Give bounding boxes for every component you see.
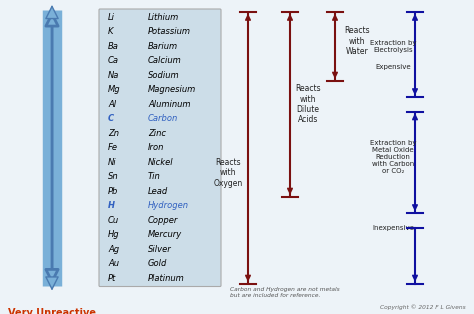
Text: Ni: Ni — [108, 158, 117, 167]
Text: Aluminum: Aluminum — [148, 100, 191, 109]
Text: Al: Al — [108, 100, 116, 109]
Text: Na: Na — [108, 71, 119, 80]
Text: Barium: Barium — [148, 42, 178, 51]
Text: Iron: Iron — [148, 143, 164, 152]
Text: Gold: Gold — [148, 259, 167, 268]
Text: Mg: Mg — [108, 85, 120, 94]
Text: Lithium: Lithium — [148, 13, 179, 22]
Text: Silver: Silver — [148, 245, 172, 254]
Text: Zinc: Zinc — [148, 129, 166, 138]
Text: Carbon: Carbon — [148, 114, 178, 123]
Text: Very Unreactive: Very Unreactive — [8, 307, 96, 314]
Text: Hg: Hg — [108, 230, 119, 239]
Text: Inexpensive: Inexpensive — [372, 225, 414, 231]
Text: Nickel: Nickel — [148, 158, 173, 167]
Text: Ba: Ba — [108, 42, 119, 51]
Text: Au: Au — [108, 259, 119, 268]
Text: K: K — [108, 27, 113, 36]
Text: Potassium: Potassium — [148, 27, 191, 36]
Text: Li: Li — [108, 13, 115, 22]
Text: Reacts
with
Dilute
Acids: Reacts with Dilute Acids — [295, 84, 321, 124]
Text: Calcium: Calcium — [148, 56, 182, 65]
Text: Sn: Sn — [108, 172, 118, 181]
Text: Ca: Ca — [108, 56, 119, 65]
Text: Extraction by
Metal Oxide
Reduction
with Carbon
or CO₂: Extraction by Metal Oxide Reduction with… — [370, 140, 416, 174]
Text: Copyright © 2012 F L Givens: Copyright © 2012 F L Givens — [380, 304, 466, 310]
Text: Tin: Tin — [148, 172, 161, 181]
Text: Platinum: Platinum — [148, 274, 185, 283]
Text: Hydrogen: Hydrogen — [148, 201, 189, 210]
Text: Fe: Fe — [108, 143, 118, 152]
Text: Reacts
with
Water: Reacts with Water — [344, 26, 370, 56]
Text: Reacts
with
Oxygen: Reacts with Oxygen — [213, 158, 243, 188]
Text: Extraction by
Electrolysis: Extraction by Electrolysis — [370, 40, 416, 53]
Text: Expensive: Expensive — [375, 63, 411, 69]
FancyBboxPatch shape — [99, 9, 221, 286]
Text: Ag: Ag — [108, 245, 119, 254]
Text: Pb: Pb — [108, 187, 118, 196]
Text: Sodium: Sodium — [148, 71, 180, 80]
Text: Magnesium: Magnesium — [148, 85, 196, 94]
Text: C: C — [108, 114, 114, 123]
Text: Copper: Copper — [148, 216, 178, 225]
Text: Cu: Cu — [108, 216, 119, 225]
Text: Lead: Lead — [148, 187, 168, 196]
Text: H: H — [108, 201, 115, 210]
Text: Zn: Zn — [108, 129, 119, 138]
Text: Pt: Pt — [108, 274, 116, 283]
Text: Mercury: Mercury — [148, 230, 182, 239]
Text: Carbon and Hydrogen are not metals
but are included for reference.: Carbon and Hydrogen are not metals but a… — [230, 288, 340, 298]
